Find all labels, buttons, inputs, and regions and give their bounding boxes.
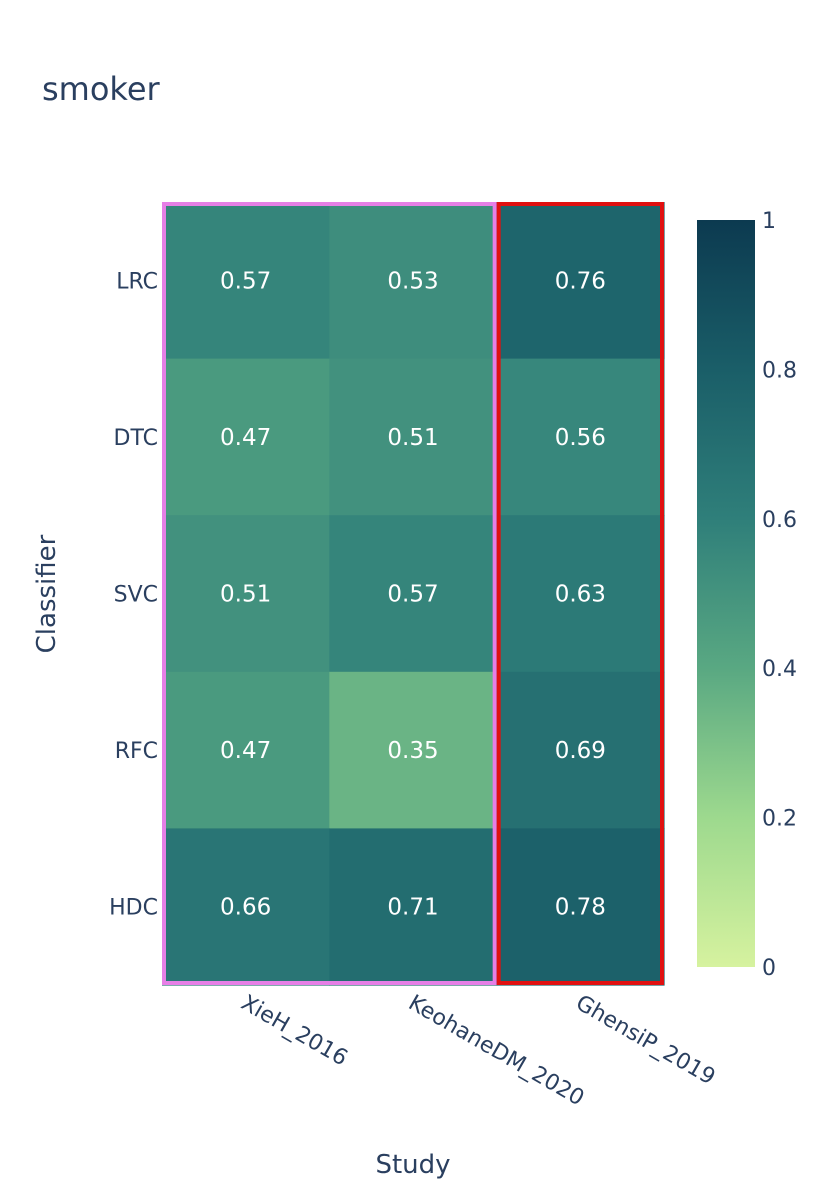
chart-title: smoker — [42, 70, 161, 108]
heatmap-cell-lrc-2 — [496, 202, 665, 360]
cell-value-label: 0.57 — [220, 268, 271, 294]
highlight-box-1 — [162, 202, 497, 985]
cell-value-label: 0.53 — [387, 268, 438, 294]
heatmap-cell-svc-2 — [496, 515, 665, 673]
colorbar-tick-3: 0.6 — [762, 508, 797, 533]
cell-value-label: 0.76 — [555, 268, 606, 294]
cell-value-label: 0.56 — [555, 425, 606, 451]
y-axis-ticks: LRC DTC SVC RFC HDC — [109, 269, 158, 920]
cell-value-label: 0.51 — [220, 582, 271, 608]
cell-value-label: 0.47 — [220, 738, 271, 764]
y-axis-title: Classifier — [32, 534, 62, 653]
y-tick-dtc: DTC — [114, 426, 158, 451]
heatmap-cells — [162, 202, 665, 986]
heatmap-cell-svc-1 — [329, 515, 498, 673]
cell-value-label: 0.47 — [220, 425, 271, 451]
x-tick-1: KeohaneDM_2020 — [404, 991, 588, 1112]
y-tick-svc: SVC — [114, 583, 158, 608]
y-tick-hdc: HDC — [109, 896, 158, 921]
heatmap-cell-rfc-2 — [496, 671, 665, 829]
heatmap-cell-hdc-0 — [162, 828, 330, 986]
cell-value-label: 0.57 — [387, 582, 438, 608]
heatmap-cell-dtc-1 — [329, 358, 498, 516]
heatmap-cell-hdc-1 — [329, 828, 498, 986]
cell-value-label: 0.66 — [220, 895, 271, 921]
heatmap-cell-rfc-0 — [162, 671, 330, 829]
cell-value-label: 0.51 — [387, 425, 438, 451]
heatmap-cell-rfc-1 — [329, 671, 498, 829]
heatmap-cell-dtc-2 — [496, 358, 665, 516]
x-axis-title: Study — [375, 1150, 450, 1180]
highlight-boxes — [162, 202, 664, 985]
colorbar-tick-1: 0.2 — [762, 807, 797, 832]
heatmap-cell-labels: 0.57 0.53 0.76 0.47 0.51 0.56 0.51 0.57 0.63 0.47… — [220, 268, 606, 920]
colorbar-tick-5: 1 — [762, 209, 776, 234]
heatmap-cell-dtc-0 — [162, 358, 330, 516]
cell-value-label: 0.69 — [555, 738, 606, 764]
colorbar-tick-0: 0 — [762, 956, 776, 981]
cell-value-label: 0.63 — [555, 582, 606, 608]
x-tick-2: GhensiP_2019 — [571, 991, 719, 1091]
heatmap-cell-lrc-0 — [162, 202, 330, 360]
highlight-box-2 — [496, 202, 664, 985]
cell-value-label: 0.78 — [555, 895, 606, 921]
colorbar — [697, 220, 755, 967]
x-tick-0: XieH_2016 — [237, 991, 352, 1072]
y-tick-lrc: LRC — [116, 269, 158, 294]
y-tick-rfc: RFC — [115, 739, 158, 764]
colorbar-tick-2: 0.4 — [762, 657, 797, 682]
cell-value-label: 0.35 — [387, 738, 438, 764]
heatmap-cell-svc-0 — [162, 515, 330, 673]
heatmap-cell-lrc-1 — [329, 202, 498, 360]
cell-value-label: 0.71 — [387, 895, 438, 921]
colorbar-ticks: 0 0.2 0.4 0.6 0.8 1 — [762, 209, 797, 981]
colorbar-tick-4: 0.8 — [762, 358, 797, 383]
heatmap-cell-hdc-2 — [496, 828, 665, 986]
